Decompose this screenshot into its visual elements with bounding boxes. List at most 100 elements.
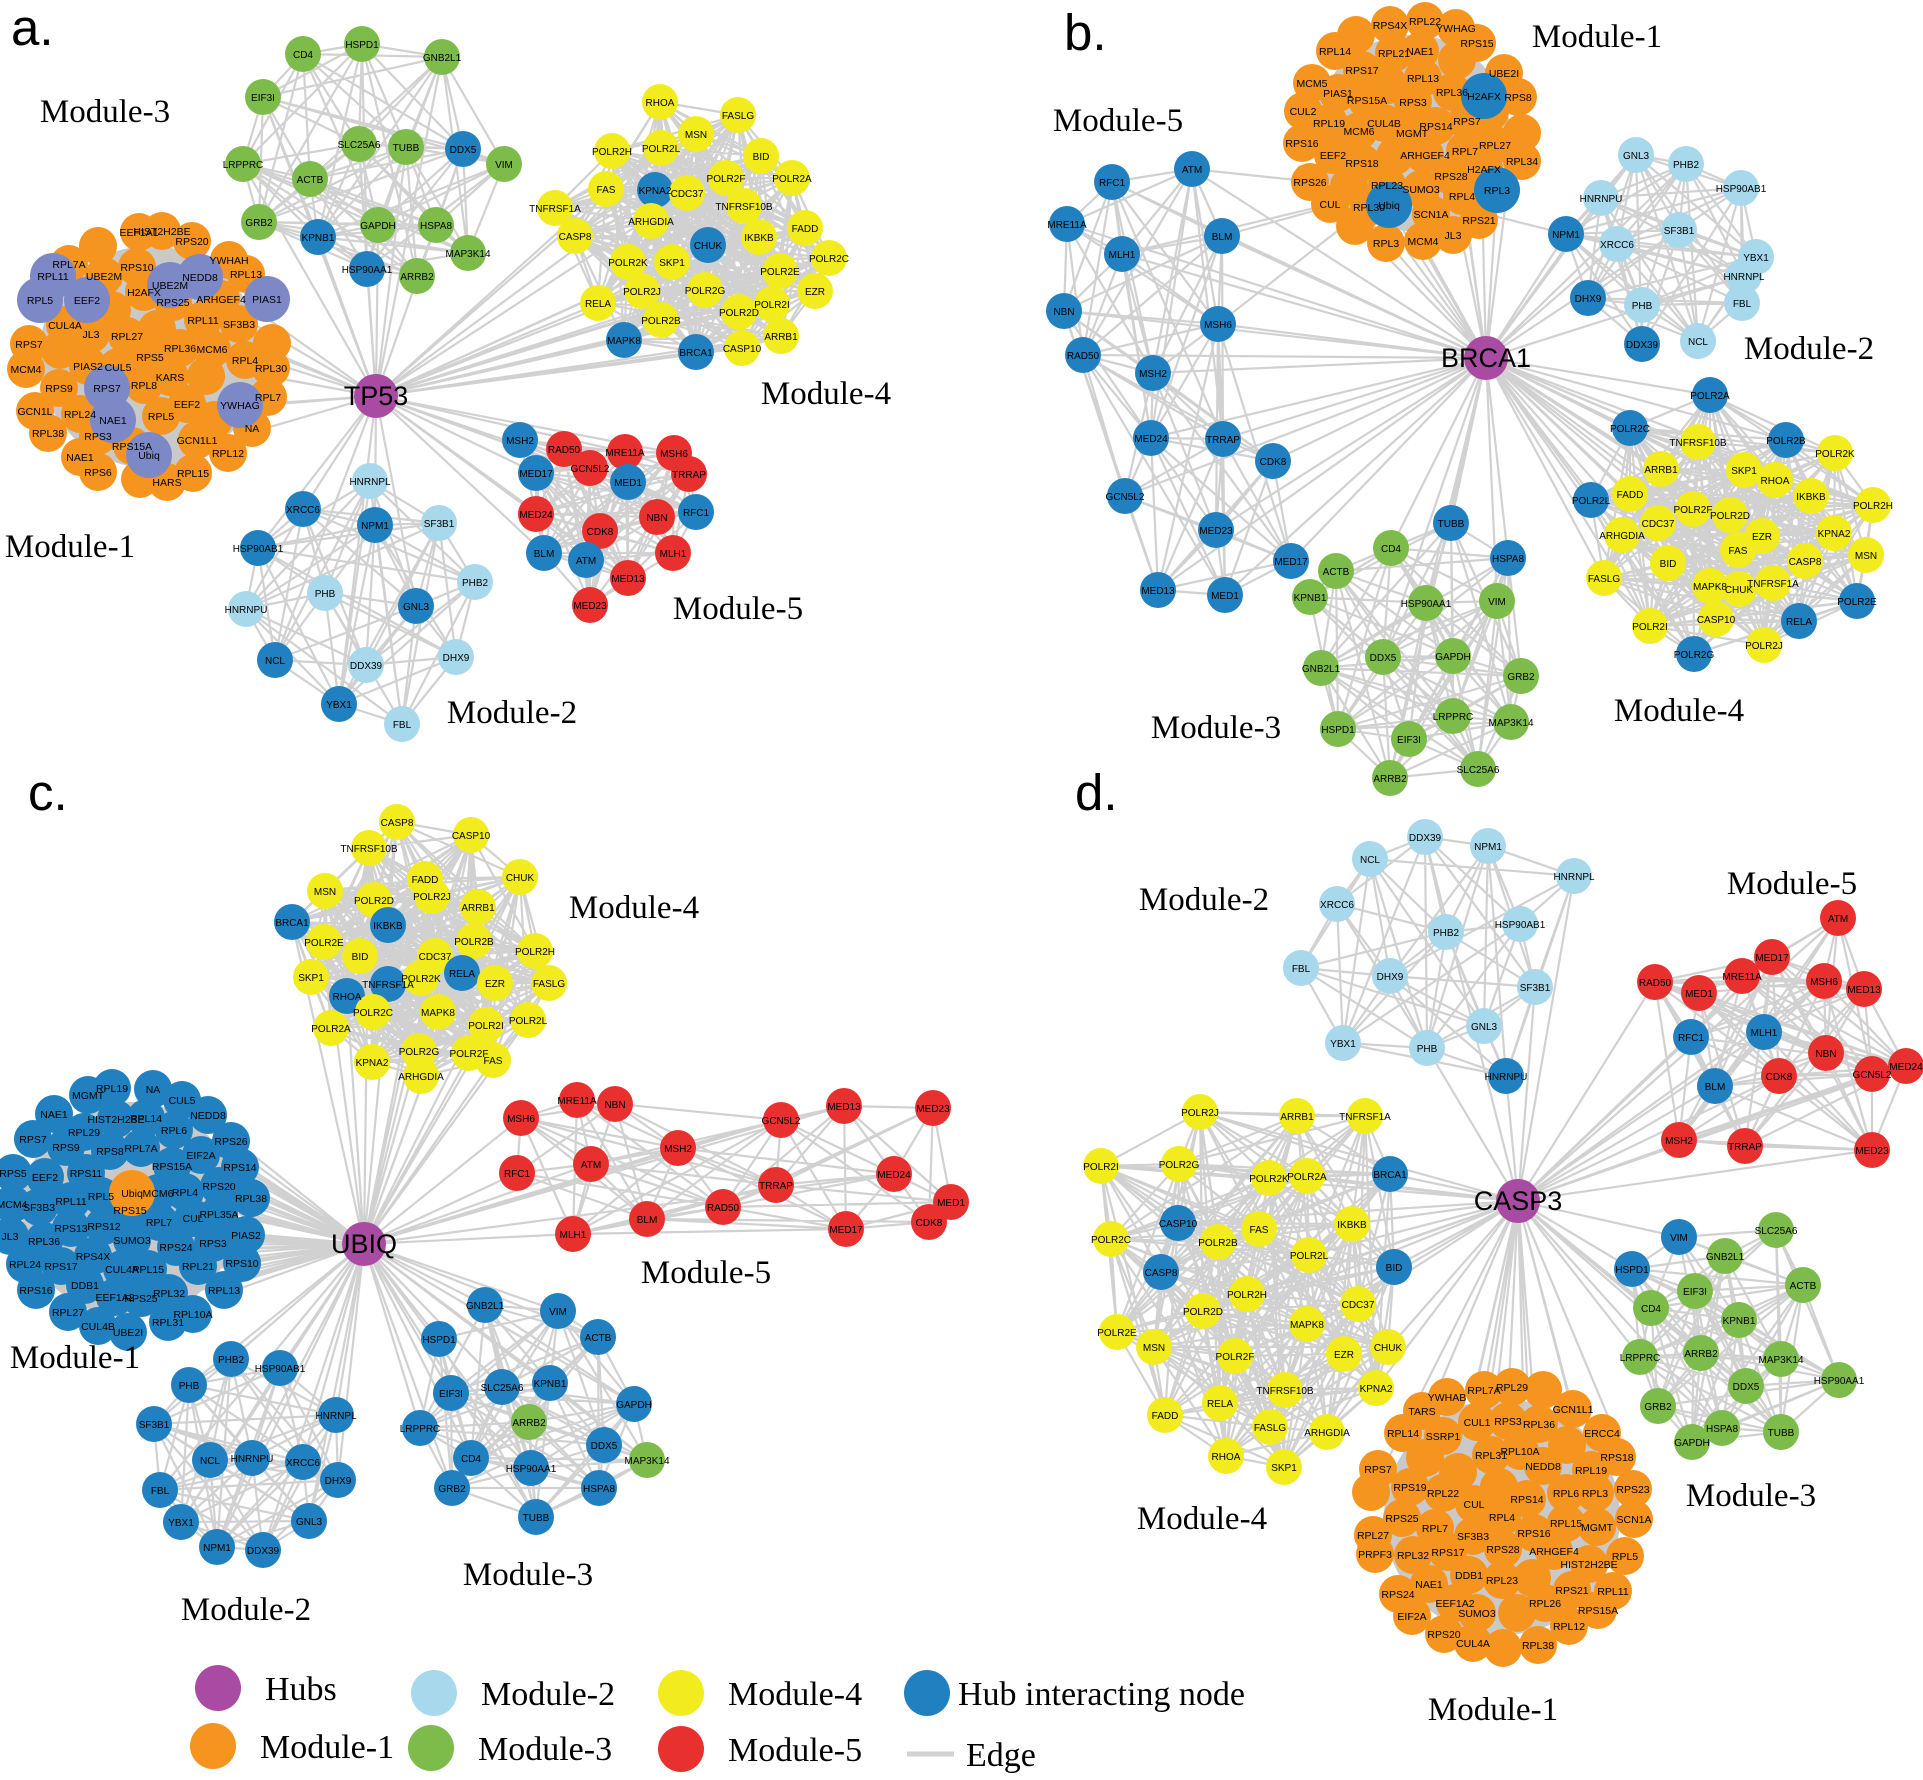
svg-text:RELA: RELA [1786, 617, 1812, 628]
svg-text:NCL: NCL [265, 656, 285, 667]
svg-text:RPL24: RPL24 [9, 1259, 41, 1271]
svg-text:KPNA2: KPNA2 [639, 186, 672, 197]
svg-text:LRPPRC: LRPPRC [1620, 1353, 1661, 1364]
svg-text:MSN: MSN [1143, 1343, 1165, 1354]
svg-text:YWHAG: YWHAG [1436, 23, 1476, 35]
svg-text:RPL7: RPL7 [1452, 146, 1478, 158]
svg-text:POLR2E: POLR2E [1837, 597, 1877, 608]
svg-text:POLR2G: POLR2G [399, 1047, 440, 1058]
svg-text:CDK8: CDK8 [1766, 1072, 1793, 1083]
svg-text:POLR2H: POLR2H [515, 947, 555, 958]
svg-text:KPNB1: KPNB1 [1723, 1316, 1756, 1327]
svg-text:GNL3: GNL3 [1471, 1022, 1498, 1033]
svg-text:NBN: NBN [646, 513, 667, 524]
svg-text:RHOA: RHOA [1212, 1452, 1241, 1463]
svg-text:LRPPRC: LRPPRC [400, 1424, 441, 1435]
svg-text:Module-2: Module-2 [1744, 331, 1874, 367]
svg-text:Edge: Edge [966, 1737, 1036, 1774]
svg-text:PHB2: PHB2 [462, 578, 489, 589]
svg-text:RPS3: RPS3 [199, 1238, 227, 1250]
svg-text:GNB2L1: GNB2L1 [423, 53, 462, 64]
svg-text:RPS18: RPS18 [1345, 158, 1378, 170]
svg-text:MED1: MED1 [937, 1198, 965, 1209]
svg-text:HSPA8: HSPA8 [583, 1484, 615, 1495]
svg-text:Module-5: Module-5 [1727, 866, 1857, 902]
svg-text:RPS24: RPS24 [159, 1242, 192, 1254]
svg-text:PHB2: PHB2 [218, 1355, 245, 1366]
svg-text:RPL14: RPL14 [1387, 1428, 1419, 1440]
svg-text:EEF2: EEF2 [32, 1172, 58, 1184]
svg-text:Module-3: Module-3 [1686, 1478, 1816, 1514]
svg-text:POLR2C: POLR2C [1091, 1235, 1131, 1246]
svg-text:FAS: FAS [1729, 546, 1748, 557]
svg-text:Module-2: Module-2 [181, 1592, 311, 1628]
svg-text:MSN: MSN [1855, 551, 1877, 562]
svg-text:MSH2: MSH2 [1665, 1136, 1693, 1147]
svg-text:DDX39: DDX39 [1409, 833, 1442, 844]
svg-text:EIF2A: EIF2A [186, 1150, 215, 1162]
svg-text:ARRB1: ARRB1 [764, 332, 798, 343]
svg-text:RPS25: RPS25 [156, 297, 189, 309]
svg-text:MED24: MED24 [519, 510, 553, 521]
svg-text:YBX1: YBX1 [1330, 1039, 1356, 1050]
svg-text:HIST2H2BE: HIST2H2BE [1560, 1559, 1617, 1571]
svg-text:RPL7: RPL7 [146, 1217, 172, 1229]
svg-text:POLR2A: POLR2A [1287, 1172, 1327, 1183]
svg-text:DDB1: DDB1 [1455, 1570, 1483, 1582]
svg-text:RPS25: RPS25 [1385, 1513, 1418, 1525]
svg-text:KPNB1: KPNB1 [534, 1379, 567, 1390]
svg-text:HSP90AB1: HSP90AB1 [233, 544, 284, 555]
svg-text:BLM: BLM [637, 1215, 658, 1226]
svg-text:RPL38: RPL38 [1522, 1640, 1554, 1652]
svg-text:ARRB1: ARRB1 [1644, 465, 1678, 476]
svg-text:GNB2L1: GNB2L1 [1706, 1252, 1745, 1263]
svg-text:NAE1: NAE1 [66, 452, 94, 464]
svg-text:ACTB: ACTB [1790, 1281, 1817, 1292]
svg-text:RPS24: RPS24 [1381, 1589, 1414, 1601]
svg-text:RHOA: RHOA [1761, 476, 1790, 487]
svg-text:MCM6: MCM6 [143, 1188, 174, 1200]
svg-text:PHB: PHB [179, 1381, 200, 1392]
svg-text:EEF2: EEF2 [1320, 150, 1346, 162]
svg-text:GAPDH: GAPDH [360, 221, 396, 232]
svg-text:POLR2L: POLR2L [1572, 496, 1611, 507]
svg-text:EIF3I: EIF3I [1397, 735, 1421, 746]
svg-text:GNL3: GNL3 [1623, 151, 1650, 162]
svg-text:SUMO3: SUMO3 [113, 1235, 151, 1247]
svg-text:BLM: BLM [1705, 1082, 1726, 1093]
svg-text:HNRNPL: HNRNPL [1723, 272, 1765, 283]
svg-text:Module-1: Module-1 [10, 1340, 140, 1376]
svg-text:POLR2G: POLR2G [1159, 1160, 1200, 1171]
svg-text:CUL: CUL [1463, 1499, 1484, 1511]
svg-text:SF3B3: SF3B3 [223, 319, 255, 331]
svg-text:RPL4: RPL4 [232, 355, 258, 367]
svg-text:RPL3: RPL3 [1484, 185, 1510, 197]
svg-text:POLR2D: POLR2D [354, 896, 394, 907]
svg-text:NCL: NCL [200, 1456, 220, 1467]
svg-text:GCN5L2: GCN5L2 [762, 1116, 801, 1127]
svg-text:ARRB2: ARRB2 [1684, 1349, 1718, 1360]
svg-text:RPL7: RPL7 [1422, 1523, 1448, 1535]
svg-text:POLR2C: POLR2C [353, 1008, 393, 1019]
svg-text:CUL4B: CUL4B [81, 1321, 115, 1333]
svg-text:DDX5: DDX5 [1370, 653, 1397, 664]
svg-text:RPL19: RPL19 [96, 1083, 128, 1095]
svg-text:RPS7: RPS7 [1364, 1464, 1392, 1476]
svg-text:DDX5: DDX5 [450, 145, 477, 156]
svg-text:TNFRSF10B: TNFRSF10B [715, 202, 773, 213]
svg-text:DDX5: DDX5 [591, 1441, 618, 1452]
svg-text:RPL15: RPL15 [1550, 1518, 1582, 1530]
svg-text:ARHGDIA: ARHGDIA [398, 1072, 444, 1083]
svg-text:EIF3I: EIF3I [251, 93, 275, 104]
svg-text:RPS15A: RPS15A [112, 441, 152, 453]
svg-text:RPL10A: RPL10A [173, 1309, 212, 1321]
svg-text:JL3: JL3 [1445, 230, 1462, 242]
svg-text:CUL4A: CUL4A [48, 320, 82, 332]
svg-text:CD4: CD4 [293, 50, 313, 61]
svg-text:XRCC6: XRCC6 [1320, 900, 1354, 911]
svg-text:ARHGDIA: ARHGDIA [1304, 1428, 1350, 1439]
svg-text:RPS15A: RPS15A [1578, 1605, 1618, 1617]
svg-text:PIAS2: PIAS2 [231, 1230, 261, 1242]
svg-text:RELA: RELA [585, 299, 611, 310]
svg-text:HNRNPU: HNRNPU [1580, 194, 1623, 205]
